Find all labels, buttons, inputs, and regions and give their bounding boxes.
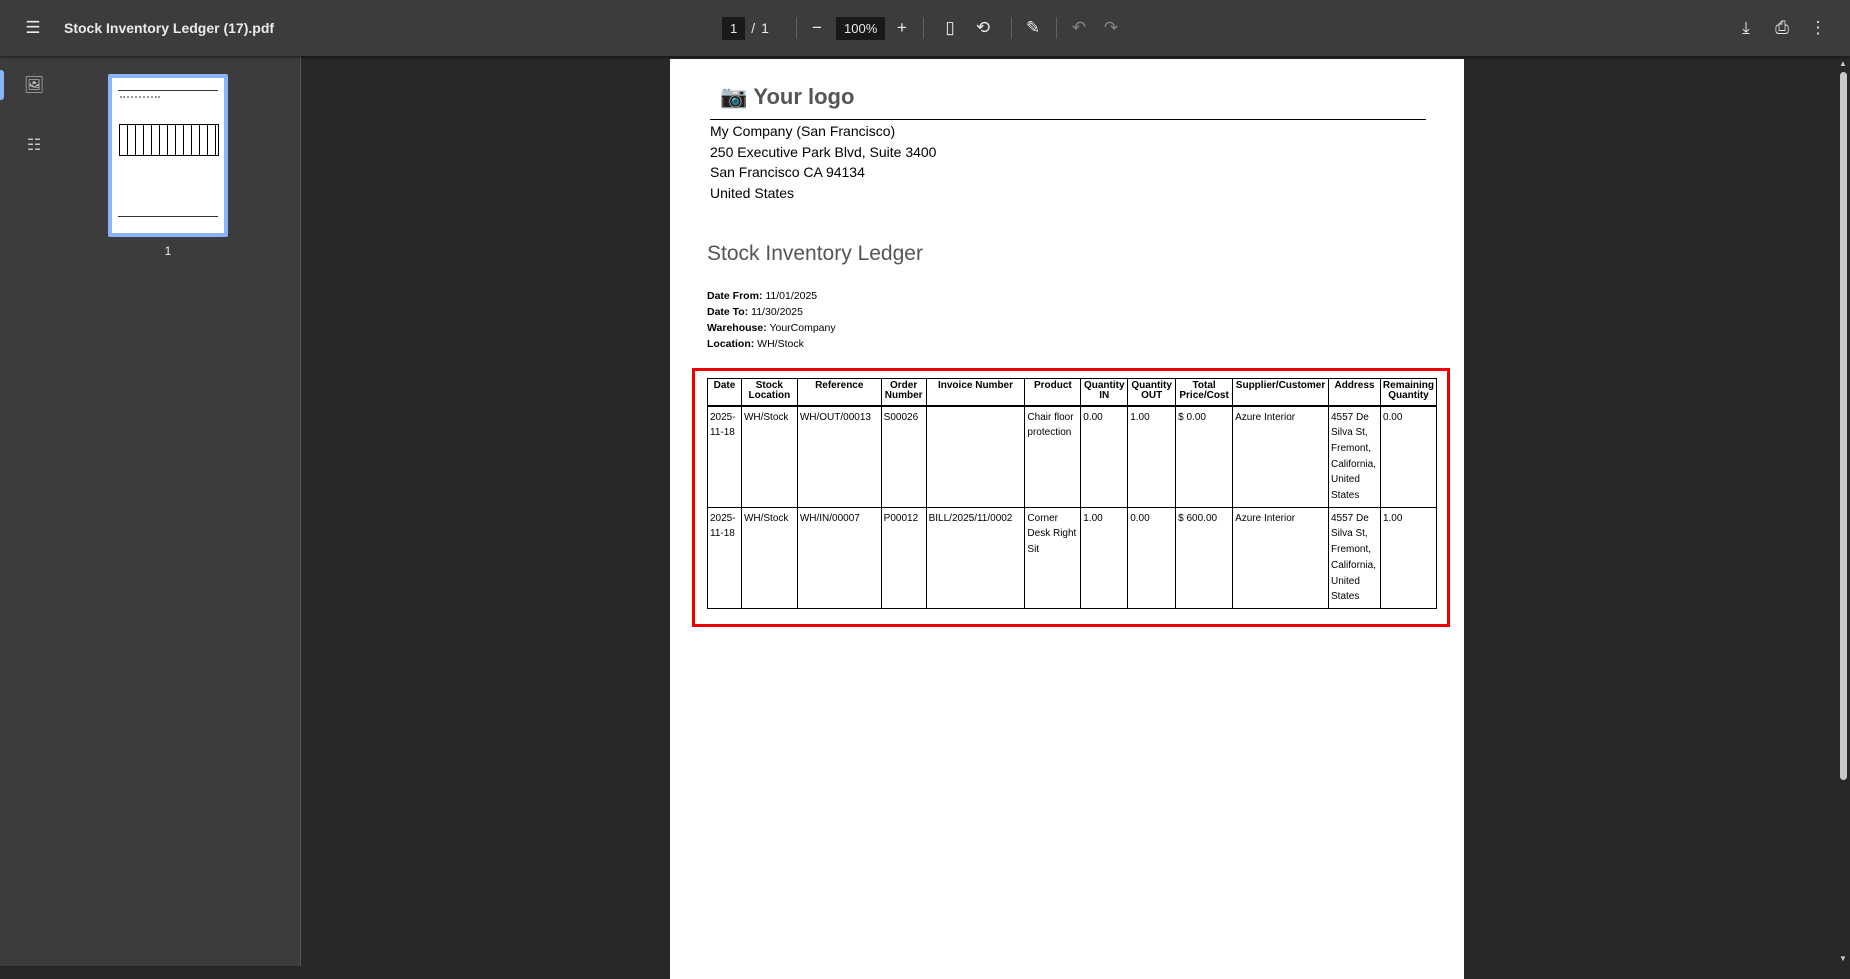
pdf-page: 📷 Your logo My Company (San Francisco) 25… [670, 59, 1464, 979]
table-cell: P00012 [880, 507, 927, 609]
zoom-in-button[interactable]: + [897, 18, 907, 37]
column-header: Reference [796, 378, 882, 407]
address-line: United States [710, 184, 795, 201]
table-cell: 1.00 [1080, 507, 1129, 609]
address-line: San Francisco CA 94134 [710, 164, 865, 180]
table-cell: Azure Interior [1232, 507, 1329, 609]
table-cell: 1.00 [1379, 507, 1438, 609]
table-cell: 2025-11-18 [707, 507, 742, 609]
scroll-up-icon[interactable]: ▲ [1839, 59, 1847, 68]
undo-icon[interactable]: ↶ [1071, 18, 1087, 37]
column-header: Quantity IN [1080, 378, 1129, 407]
zoom-out-button[interactable]: − [812, 18, 822, 37]
table-cell: 0.00 [1127, 507, 1177, 609]
table-cell: 1.00 [1127, 405, 1177, 508]
table-cell: S00026 [880, 405, 927, 508]
column-header: Total Price/Cost [1175, 378, 1234, 407]
rotate-icon[interactable]: ⟲ [975, 18, 991, 37]
divider [1056, 17, 1057, 39]
page-thumbnail[interactable] [108, 74, 228, 237]
table-cell: BILL/2025/11/0002 [925, 507, 1026, 609]
thumbnail-page-number: 1 [164, 244, 172, 258]
scrollbar-thumb[interactable] [1840, 72, 1847, 780]
divider [796, 17, 797, 39]
table-cell: 4557 De Silva St, Fremont, California, U… [1328, 507, 1381, 609]
table-cell: Corner Desk Right Sit [1024, 507, 1082, 609]
column-header: Order Number [880, 378, 927, 407]
active-indicator [0, 70, 4, 100]
thumbnails-view-icon[interactable]: 🖼 [23, 77, 45, 94]
table-cell [925, 405, 1026, 508]
download-icon[interactable]: ⤓ [1742, 18, 1750, 37]
table-cell: 2025-11-18 [707, 405, 742, 508]
table-cell: 4557 De Silva St, Fremont, California, U… [1328, 405, 1381, 508]
page-number-input[interactable]: 1 [722, 16, 746, 40]
company-address: My Company (San Francisco) 250 Executive… [710, 121, 936, 203]
redo-icon[interactable]: ↷ [1103, 18, 1119, 37]
menu-icon[interactable]: ☰ [25, 18, 41, 37]
column-header: Product [1024, 378, 1082, 407]
meta-label: Location: [707, 338, 755, 350]
meta-value: WH/Stock [757, 338, 804, 350]
table-cell: WH/IN/00007 [796, 507, 882, 609]
column-header: Supplier/Customer [1232, 378, 1329, 407]
table-row: 2025-11-18 WH/Stock WH/IN/00007 P00012 BILL/… [707, 507, 1438, 609]
more-options-icon[interactable]: ⋮ [1809, 18, 1827, 37]
meta-label: Warehouse: [707, 322, 767, 334]
divider [923, 17, 924, 39]
pdf-toolbar: ☰ Stock Inventory Ledger (17).pdf 1 / 1 … [0, 0, 1850, 56]
table-cell: Chair floor protection [1024, 405, 1082, 508]
table-cell: WH/Stock [740, 507, 798, 609]
page-total: 1 [761, 20, 769, 36]
report-title: Stock Inventory Ledger [707, 242, 923, 265]
print-icon[interactable]: ⎙ [1775, 18, 1789, 37]
table-cell: Azure Interior [1232, 405, 1329, 508]
column-header: Remaining Quantity [1379, 378, 1438, 407]
report-filters: Date From: 11/01/2025 Date To: 11/30/202… [707, 288, 836, 352]
header-rule [710, 119, 1426, 120]
divider [1011, 17, 1012, 39]
company-logo: 📷 Your logo [720, 84, 854, 110]
page-separator: / [751, 20, 756, 36]
logo-text: Your logo [753, 84, 855, 109]
column-header: Quantity OUT [1127, 378, 1177, 407]
meta-label: Date To: [707, 306, 749, 318]
meta-value: 11/30/2025 [751, 306, 803, 318]
address-line: My Company (San Francisco) [710, 123, 896, 139]
highlight-box [692, 368, 1450, 627]
column-header: Invoice Number [925, 378, 1026, 407]
outline-view-icon[interactable]: ☷ [26, 137, 42, 154]
meta-label: Date From: [707, 290, 763, 302]
document-title: Stock Inventory Ledger (17).pdf [64, 20, 275, 36]
annotate-pen-icon[interactable]: ✎ [1025, 18, 1041, 37]
meta-value: YourCompany [769, 322, 836, 334]
address-line: 250 Executive Park Blvd, Suite 3400 [710, 143, 937, 160]
table-row: 2025-11-18 WH/Stock WH/OUT/00013 S00026 Chai… [707, 405, 1438, 508]
table-cell: 0.00 [1080, 405, 1129, 508]
vertical-scrollbar[interactable]: ▲ ▼ [1836, 56, 1850, 966]
table-cell: WH/Stock [740, 405, 798, 508]
table-cell: $ 0.00 [1175, 405, 1234, 508]
camera-icon: 📷 [720, 84, 748, 109]
column-header: Date [707, 378, 742, 407]
table-cell: 0.00 [1379, 405, 1438, 508]
zoom-level-input[interactable]: 100% [836, 16, 886, 40]
table-cell: WH/OUT/00013 [796, 405, 882, 508]
fit-page-icon[interactable]: ▯ [945, 18, 955, 37]
thumbnail-sidebar: 🖼 ☷ 1 [0, 56, 301, 966]
column-header: Address [1328, 378, 1381, 407]
table-cell: $ 600.00 [1175, 507, 1234, 609]
column-header: Stock Location [740, 378, 798, 407]
ledger-table: Date Stock Location Reference Order Number I… [707, 378, 1438, 609]
scroll-down-icon[interactable]: ▼ [1839, 954, 1847, 963]
meta-value: 11/01/2025 [765, 290, 818, 302]
